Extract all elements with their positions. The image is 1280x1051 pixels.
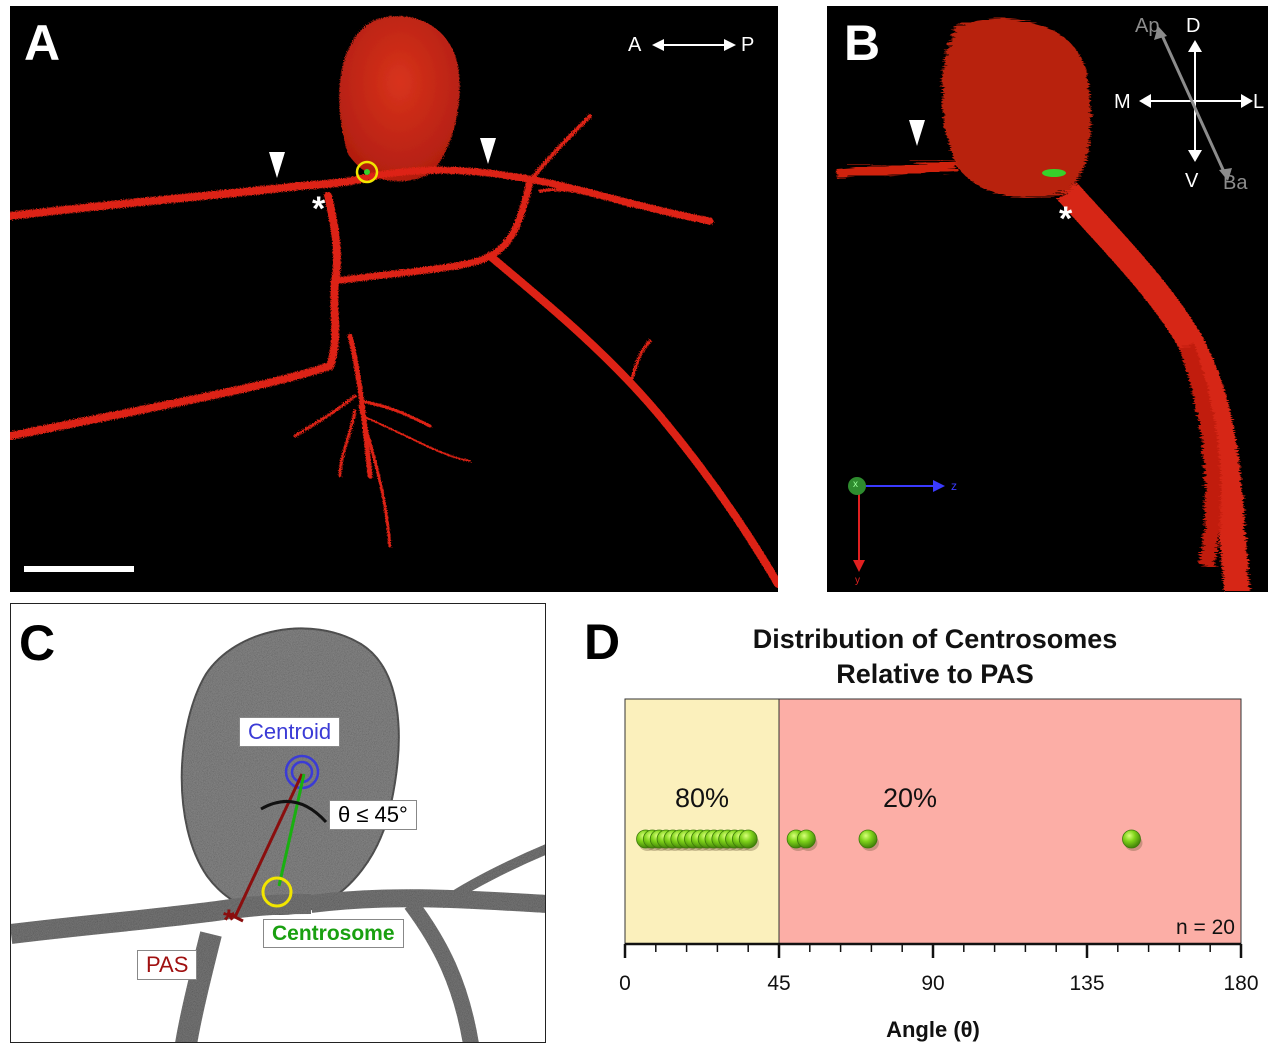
compass-label-ventral: V [1185,170,1199,192]
n-count-label: n = 20 [1176,916,1235,939]
axis-letter-z: z [951,479,957,493]
zone-label-1: 20% [883,783,937,813]
centroid-label: Centroid [239,717,341,747]
neuron-micrograph-a [10,16,778,588]
arrowhead-left-a [269,152,285,178]
zone-1 [778,698,1242,945]
panel-b-micrograph: B Ap Ba D V M L * x z y [827,6,1268,592]
chart-title-line-1: Relative to PAS [836,659,1034,689]
panel-letter-d: D [584,614,621,670]
centrosome-spot-a [364,169,370,175]
x-tick-label: 180 [1223,972,1258,995]
arrowhead-b [909,120,925,146]
asterisk-c: * [223,904,235,937]
asterisk-b: * [1059,200,1073,238]
axis-label-posterior: P [741,34,755,56]
data-point [858,829,878,849]
panel-a-micrograph: A A P * [10,6,778,592]
panel-letter-b: B [844,15,881,71]
scale-bar [24,566,134,572]
centrosome-spot-b [1042,169,1066,177]
axis-letter-x: x [853,479,858,490]
zone-label-0: 80% [675,783,729,813]
apicobasal-axis [1159,32,1227,175]
compass-label-lateral: L [1253,91,1265,113]
zone-0 [624,698,780,945]
arrowhead-right-a [480,138,496,164]
centrosome-line [277,773,306,887]
compass-label-medial: M [1114,91,1131,113]
centrosome-angle-schematic [11,627,545,1042]
angle-arc [260,800,328,824]
chart-title-line-0: Distribution of Centrosomes [753,624,1118,654]
compass-label-dorsal: D [1186,15,1201,37]
x-axis-label: Angle (θ) [886,1017,980,1042]
x-tick-label: 45 [767,972,790,995]
centrosome-circle-c [261,876,293,908]
asterisk-a: * [312,190,326,228]
x-tick-label: 90 [921,972,944,995]
compass [1145,46,1247,156]
panel-letter-c: C [19,615,56,671]
compass-label-apical: Ap [1135,15,1160,37]
centrosome-circle-a [355,160,379,184]
centrosome-distribution-chart: Distribution of Centrosomes Relative to P… [619,624,1258,1042]
centrosome-label: Centrosome [263,919,404,948]
x-tick-label: 135 [1069,972,1104,995]
panel-c-schematic: C Centroid θ ≤ 45° Centrosome PAS * [10,603,546,1043]
x-axis-dot [848,477,866,495]
compass-label-basal: Ba [1223,172,1248,194]
neuron-micrograph-b [836,18,1253,592]
pas-label: PAS [137,950,198,980]
panel-d-chart: D Distribution of Centrosomes Relative to… [560,603,1275,1051]
axis-label-anterior: A [628,34,642,56]
data-point [1122,829,1141,849]
angle-label: θ ≤ 45° [329,800,417,830]
data-point [738,829,758,849]
axis-letter-y: y [855,575,860,586]
x-tick-label: 0 [619,972,631,995]
pas-line [233,773,304,918]
panel-letter-a: A [24,15,61,71]
data-point [796,829,816,849]
